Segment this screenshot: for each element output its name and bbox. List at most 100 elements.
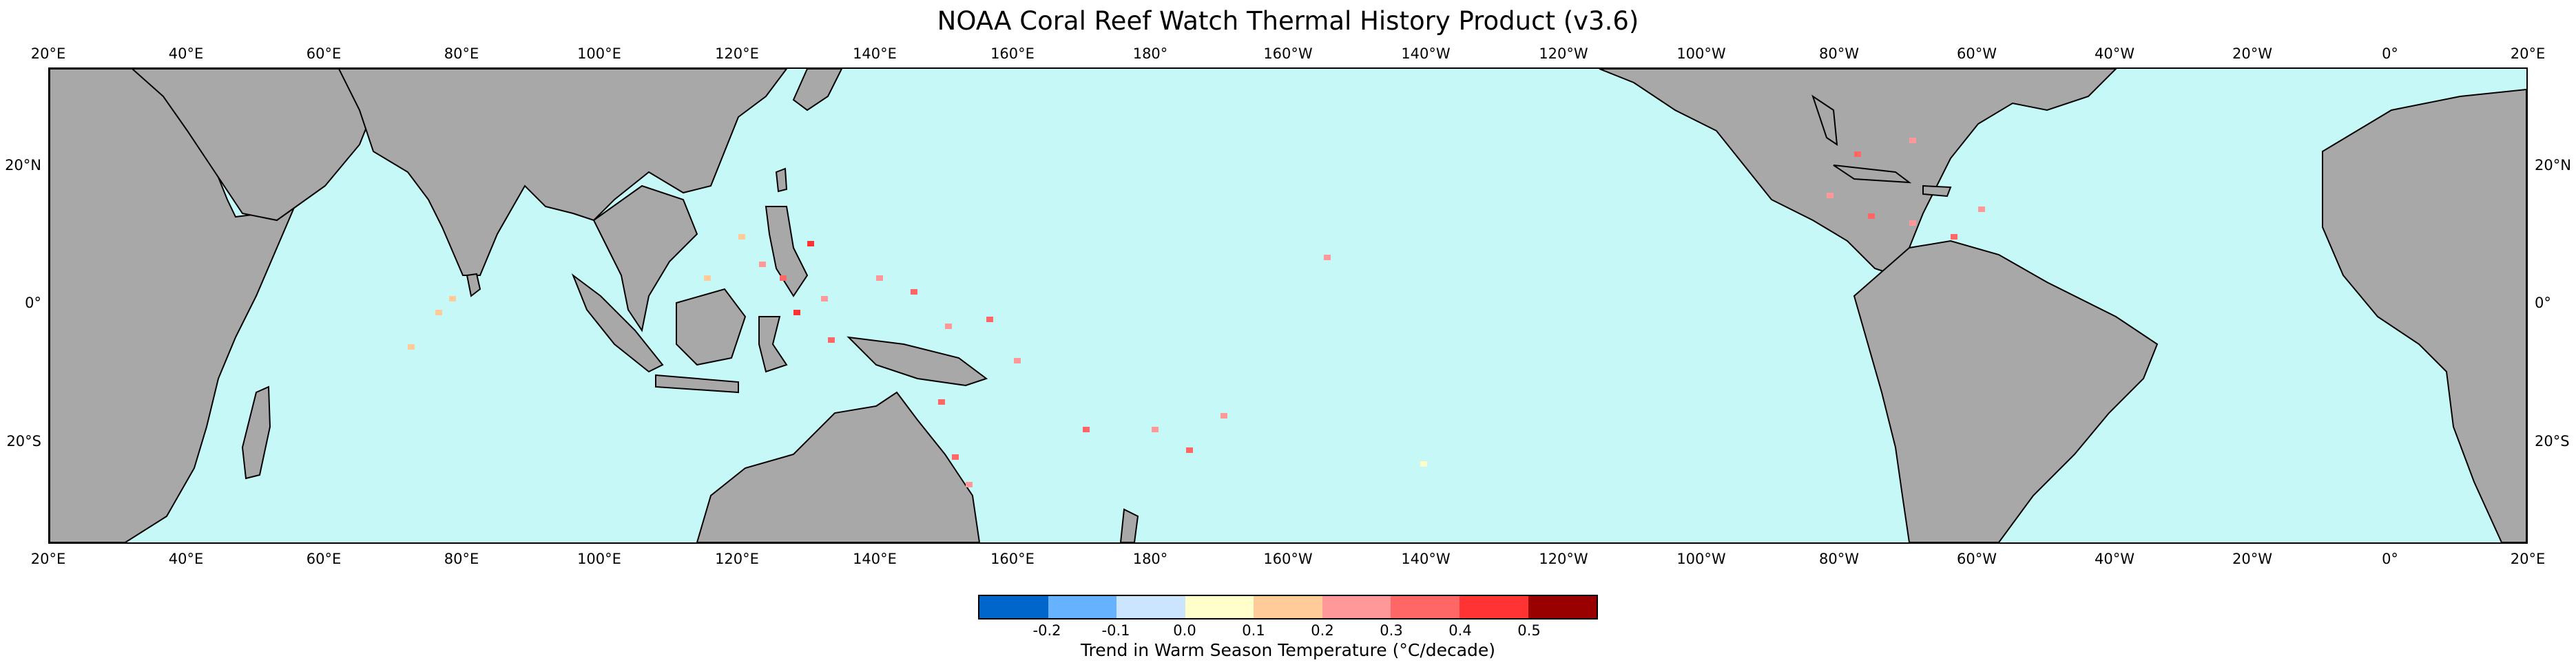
reef-point	[986, 317, 993, 322]
lat-tick-left-20n: 20°N	[5, 157, 41, 173]
reef-point	[945, 324, 952, 329]
lon-tick-bottom: 160°W	[1263, 551, 1313, 567]
lon-tick-top: 60°W	[1957, 45, 1997, 62]
lon-tick-top: 160°W	[1263, 45, 1313, 62]
lon-tick-top: 140°W	[1401, 45, 1451, 62]
lon-tick-bottom: 140°E	[853, 551, 897, 567]
reef-point	[759, 262, 766, 267]
newzealand-land	[1119, 508, 1139, 542]
map-canvas	[50, 69, 2526, 542]
lat-tick-left-20s: 20°S	[6, 433, 41, 449]
lon-tick-bottom: 80°W	[1819, 551, 1859, 567]
landmasses	[50, 69, 2526, 542]
reef-point	[1152, 427, 1159, 432]
reef-point	[408, 344, 415, 350]
reef-point	[1854, 151, 1861, 157]
lon-tick-top: 60°E	[306, 45, 342, 62]
reef-point	[828, 337, 835, 343]
reef-point	[1186, 447, 1193, 453]
reef-point	[938, 399, 945, 405]
cuba-land	[1833, 165, 1912, 184]
lon-tick-bottom: 40°E	[168, 551, 204, 567]
taiwan-land	[775, 167, 788, 193]
reef-point	[738, 234, 745, 240]
sumatra-land	[571, 273, 664, 373]
lon-tick-top: 40°E	[168, 45, 204, 62]
colorbar	[978, 595, 1598, 620]
lat-tick-left-0: 0°	[25, 295, 41, 311]
lon-tick-top: 120°E	[715, 45, 759, 62]
reef-point	[793, 310, 800, 315]
colorbar-cell	[1391, 596, 1460, 618]
philippines-land	[765, 206, 809, 297]
colorbar-tick-label: 0.4	[1448, 622, 1472, 639]
java-land	[655, 374, 739, 394]
lon-tick-bottom: 160°E	[990, 551, 1035, 567]
lon-tick-top: 100°W	[1676, 45, 1726, 62]
lon-tick-top: 160°E	[990, 45, 1035, 62]
lat-tick-right-20s: 20°S	[2535, 433, 2570, 449]
lon-tick-top: 80°E	[444, 45, 479, 62]
south-america-land	[1853, 240, 2159, 542]
newguinea-land	[846, 336, 988, 387]
lon-tick-top: 140°E	[853, 45, 897, 62]
lon-tick-bottom: 20°W	[2232, 551, 2272, 567]
lon-tick-top: 180°	[1132, 45, 1168, 62]
indochina-land	[592, 184, 698, 332]
lon-tick-bottom: 140°W	[1401, 551, 1451, 567]
reef-point	[1083, 427, 1090, 432]
lon-tick-bottom: 120°W	[1539, 551, 1588, 567]
reef-point	[966, 482, 973, 487]
japan-land	[792, 69, 843, 112]
lat-tick-right-20n: 20°N	[2535, 157, 2571, 173]
lon-tick-bottom: 0°	[2382, 551, 2398, 567]
colorbar-cell	[1185, 596, 1254, 618]
reef-point	[1909, 138, 1916, 143]
lon-tick-bottom: 60°W	[1957, 551, 1997, 567]
west-africa-land	[2322, 88, 2526, 542]
colorbar-cell	[1322, 596, 1391, 618]
colorbar-cell	[1048, 596, 1117, 618]
reef-point	[435, 310, 442, 315]
hispaniola-land	[1922, 184, 1952, 198]
colorbar-tick-label: 0.3	[1380, 622, 1403, 639]
lon-tick-bottom: 60°E	[306, 551, 342, 567]
lon-tick-bottom: 180°	[1132, 551, 1168, 567]
reef-point	[1868, 213, 1875, 219]
lon-tick-top: 0°	[2382, 45, 2398, 62]
lon-tick-bottom: 120°E	[715, 551, 759, 567]
reef-point	[952, 454, 959, 460]
reef-point	[911, 289, 917, 295]
lon-tick-bottom: 20°E	[2510, 551, 2546, 567]
coral-reef-trend-points	[408, 138, 1985, 487]
borneo-land	[676, 288, 747, 366]
colorbar-tick-label: 0.1	[1242, 622, 1265, 639]
madagascar-land	[241, 385, 271, 480]
colorbar-cell	[1459, 596, 1528, 618]
colorbar-cell	[1254, 596, 1322, 618]
reef-point	[1014, 358, 1021, 363]
reef-point	[1909, 220, 1916, 226]
lon-tick-bottom: 100°W	[1676, 551, 1726, 567]
colorbar-cell	[1116, 596, 1185, 618]
lon-tick-top: 120°W	[1539, 45, 1588, 62]
colorbar-label: Trend in Warm Season Temperature (°C/dec…	[1080, 640, 1496, 660]
srilanka-land	[466, 273, 481, 297]
asia-land	[337, 69, 788, 276]
lon-tick-bottom: 100°E	[577, 551, 621, 567]
reef-point	[780, 275, 787, 281]
colorbar-tick-label: 0.5	[1517, 622, 1541, 639]
lon-tick-bottom: 20°E	[30, 551, 66, 567]
reef-point	[1951, 234, 1957, 240]
colorbar-tick-label: -0.2	[1032, 622, 1061, 639]
lon-tick-top: 40°W	[2095, 45, 2134, 62]
reef-point	[876, 275, 883, 281]
lon-tick-bottom: 40°W	[2095, 551, 2134, 567]
colorbar-tick-label: -0.1	[1101, 622, 1130, 639]
reef-point	[449, 296, 456, 301]
reef-point	[704, 275, 711, 281]
map-title: NOAA Coral Reef Watch Thermal History Pr…	[937, 6, 1639, 36]
reef-point	[1978, 207, 1985, 212]
world-map	[48, 67, 2528, 544]
lon-tick-top: 20°W	[2232, 45, 2272, 62]
